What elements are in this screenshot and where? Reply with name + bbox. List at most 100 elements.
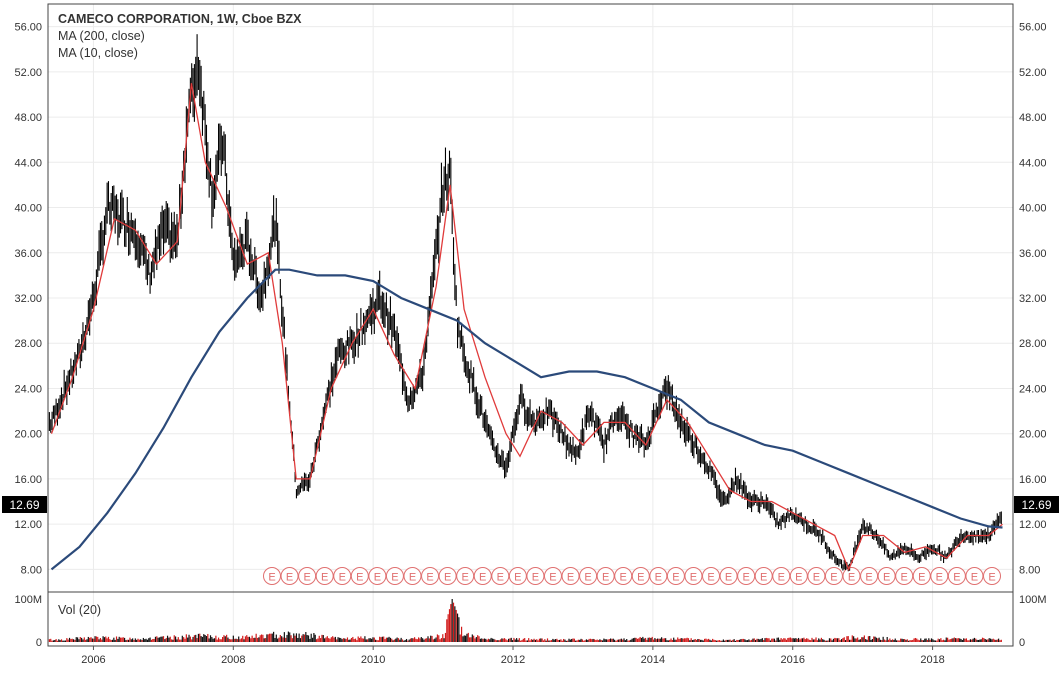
- grid: [48, 4, 1013, 646]
- earnings-marker-text: E: [374, 572, 381, 584]
- earnings-marker-circle: [666, 567, 685, 585]
- earnings-marker-circle: [614, 567, 633, 585]
- earnings-marker-circle: [298, 567, 317, 585]
- earnings-marker[interactable]: E: [807, 567, 826, 585]
- earnings-marker-circle: [543, 567, 562, 585]
- earnings-marker-text: E: [988, 572, 995, 584]
- earnings-marker[interactable]: E: [561, 567, 580, 585]
- y-tick-label-right: 52.00: [1019, 67, 1047, 79]
- earnings-marker[interactable]: E: [983, 567, 1001, 585]
- earnings-marker[interactable]: E: [649, 567, 668, 585]
- volume-tick-left: 100M: [14, 594, 42, 606]
- earnings-marker-text: E: [321, 572, 328, 584]
- earnings-marker-circle: [684, 567, 703, 585]
- x-tick-label: 2006: [81, 654, 105, 666]
- earnings-marker-circle: [842, 567, 861, 585]
- earnings-marker-text: E: [479, 572, 486, 584]
- earnings-marker[interactable]: E: [824, 567, 843, 585]
- earnings-marker-circle: [631, 567, 650, 585]
- y-tick-label-right: 44.00: [1019, 157, 1047, 169]
- earnings-marker-text: E: [971, 572, 978, 584]
- volume-label[interactable]: Vol (20): [58, 603, 101, 617]
- earnings-marker-text: E: [514, 572, 521, 584]
- earnings-marker[interactable]: E: [263, 567, 281, 585]
- price-badge-left-text: 12.69: [9, 498, 39, 512]
- ma10-line: [50, 83, 1003, 572]
- earnings-marker-text: E: [813, 572, 820, 584]
- earnings-marker[interactable]: E: [508, 567, 527, 585]
- earnings-marker[interactable]: E: [491, 567, 510, 585]
- earnings-marker[interactable]: E: [772, 567, 791, 585]
- earnings-marker-circle: [561, 567, 580, 585]
- earnings-marker-circle: [983, 567, 1001, 585]
- earnings-marker[interactable]: E: [666, 567, 685, 585]
- earnings-marker[interactable]: E: [526, 567, 545, 585]
- earnings-marker[interactable]: E: [543, 567, 562, 585]
- earnings-marker-text: E: [901, 572, 908, 584]
- earnings-marker[interactable]: E: [912, 567, 931, 585]
- y-axis-left: 8.00 12.00 16.00 20.00 24.00 28.00 32.00 36.00 4…: [14, 22, 42, 577]
- earnings-marker[interactable]: E: [421, 567, 440, 585]
- earnings-marker-circle: [421, 567, 440, 585]
- earnings-marker[interactable]: E: [579, 567, 598, 585]
- earnings-marker[interactable]: E: [789, 567, 808, 585]
- earnings-marker-text: E: [409, 572, 416, 584]
- y-tick-label-right: 20.00: [1019, 429, 1047, 441]
- earnings-marker-circle: [491, 567, 510, 585]
- earnings-marker[interactable]: E: [298, 567, 317, 585]
- earnings-marker-circle: [772, 567, 791, 585]
- price-badge-right-text: 12.69: [1021, 498, 1051, 512]
- earnings-marker-circle: [263, 567, 281, 585]
- indicator-ma200-label[interactable]: MA (200, close): [58, 29, 145, 43]
- earnings-marker[interactable]: E: [895, 567, 914, 585]
- price-badge-left: 12.69: [2, 496, 47, 513]
- chart-title: CAMECO CORPORATION, 1W, Cboe BZX: [58, 12, 302, 26]
- earnings-marker[interactable]: E: [614, 567, 633, 585]
- earnings-marker-circle: [649, 567, 668, 585]
- earnings-marker-circle: [789, 567, 808, 585]
- earnings-marker-text: E: [883, 572, 890, 584]
- earnings-marker[interactable]: E: [350, 567, 369, 585]
- earnings-marker[interactable]: E: [930, 567, 949, 585]
- indicator-ma10-label[interactable]: MA (10, close): [58, 46, 138, 60]
- earnings-marker[interactable]: E: [333, 567, 352, 585]
- earnings-marker[interactable]: E: [684, 567, 703, 585]
- earnings-marker[interactable]: E: [403, 567, 422, 585]
- earnings-marker[interactable]: E: [596, 567, 615, 585]
- earnings-marker[interactable]: E: [473, 567, 492, 585]
- earnings-marker-text: E: [584, 572, 591, 584]
- earnings-marker-text: E: [356, 572, 363, 584]
- earnings-marker[interactable]: E: [754, 567, 773, 585]
- earnings-marker[interactable]: E: [438, 567, 457, 585]
- earnings-marker[interactable]: E: [280, 567, 299, 585]
- earnings-marker[interactable]: E: [631, 567, 650, 585]
- earnings-marker-circle: [385, 567, 404, 585]
- earnings-marker[interactable]: E: [877, 567, 896, 585]
- earnings-marker-text: E: [637, 572, 644, 584]
- x-tick-label: 2016: [780, 654, 804, 666]
- earnings-marker-circle: [807, 567, 826, 585]
- earnings-marker[interactable]: E: [385, 567, 404, 585]
- earnings-marker[interactable]: E: [965, 567, 984, 585]
- earnings-marker-circle: [737, 567, 756, 585]
- earnings-marker[interactable]: E: [860, 567, 879, 585]
- earnings-marker-circle: [368, 567, 387, 585]
- earnings-marker-text: E: [778, 572, 785, 584]
- earnings-marker-circle: [702, 567, 721, 585]
- earnings-marker[interactable]: E: [702, 567, 721, 585]
- earnings-marker[interactable]: E: [368, 567, 387, 585]
- earnings-marker[interactable]: E: [456, 567, 475, 585]
- earnings-marker-circle: [526, 567, 545, 585]
- earnings-marker[interactable]: E: [315, 567, 334, 585]
- y-tick-label-left: 8.00: [21, 564, 42, 576]
- earnings-marker-text: E: [707, 572, 714, 584]
- volume-bars: [48, 599, 1002, 642]
- earnings-marker[interactable]: E: [947, 567, 966, 585]
- earnings-marker[interactable]: E: [719, 567, 738, 585]
- earnings-marker-text: E: [532, 572, 539, 584]
- earnings-marker[interactable]: E: [737, 567, 756, 585]
- earnings-marker[interactable]: E: [842, 567, 861, 585]
- earnings-marker-text: E: [391, 572, 398, 584]
